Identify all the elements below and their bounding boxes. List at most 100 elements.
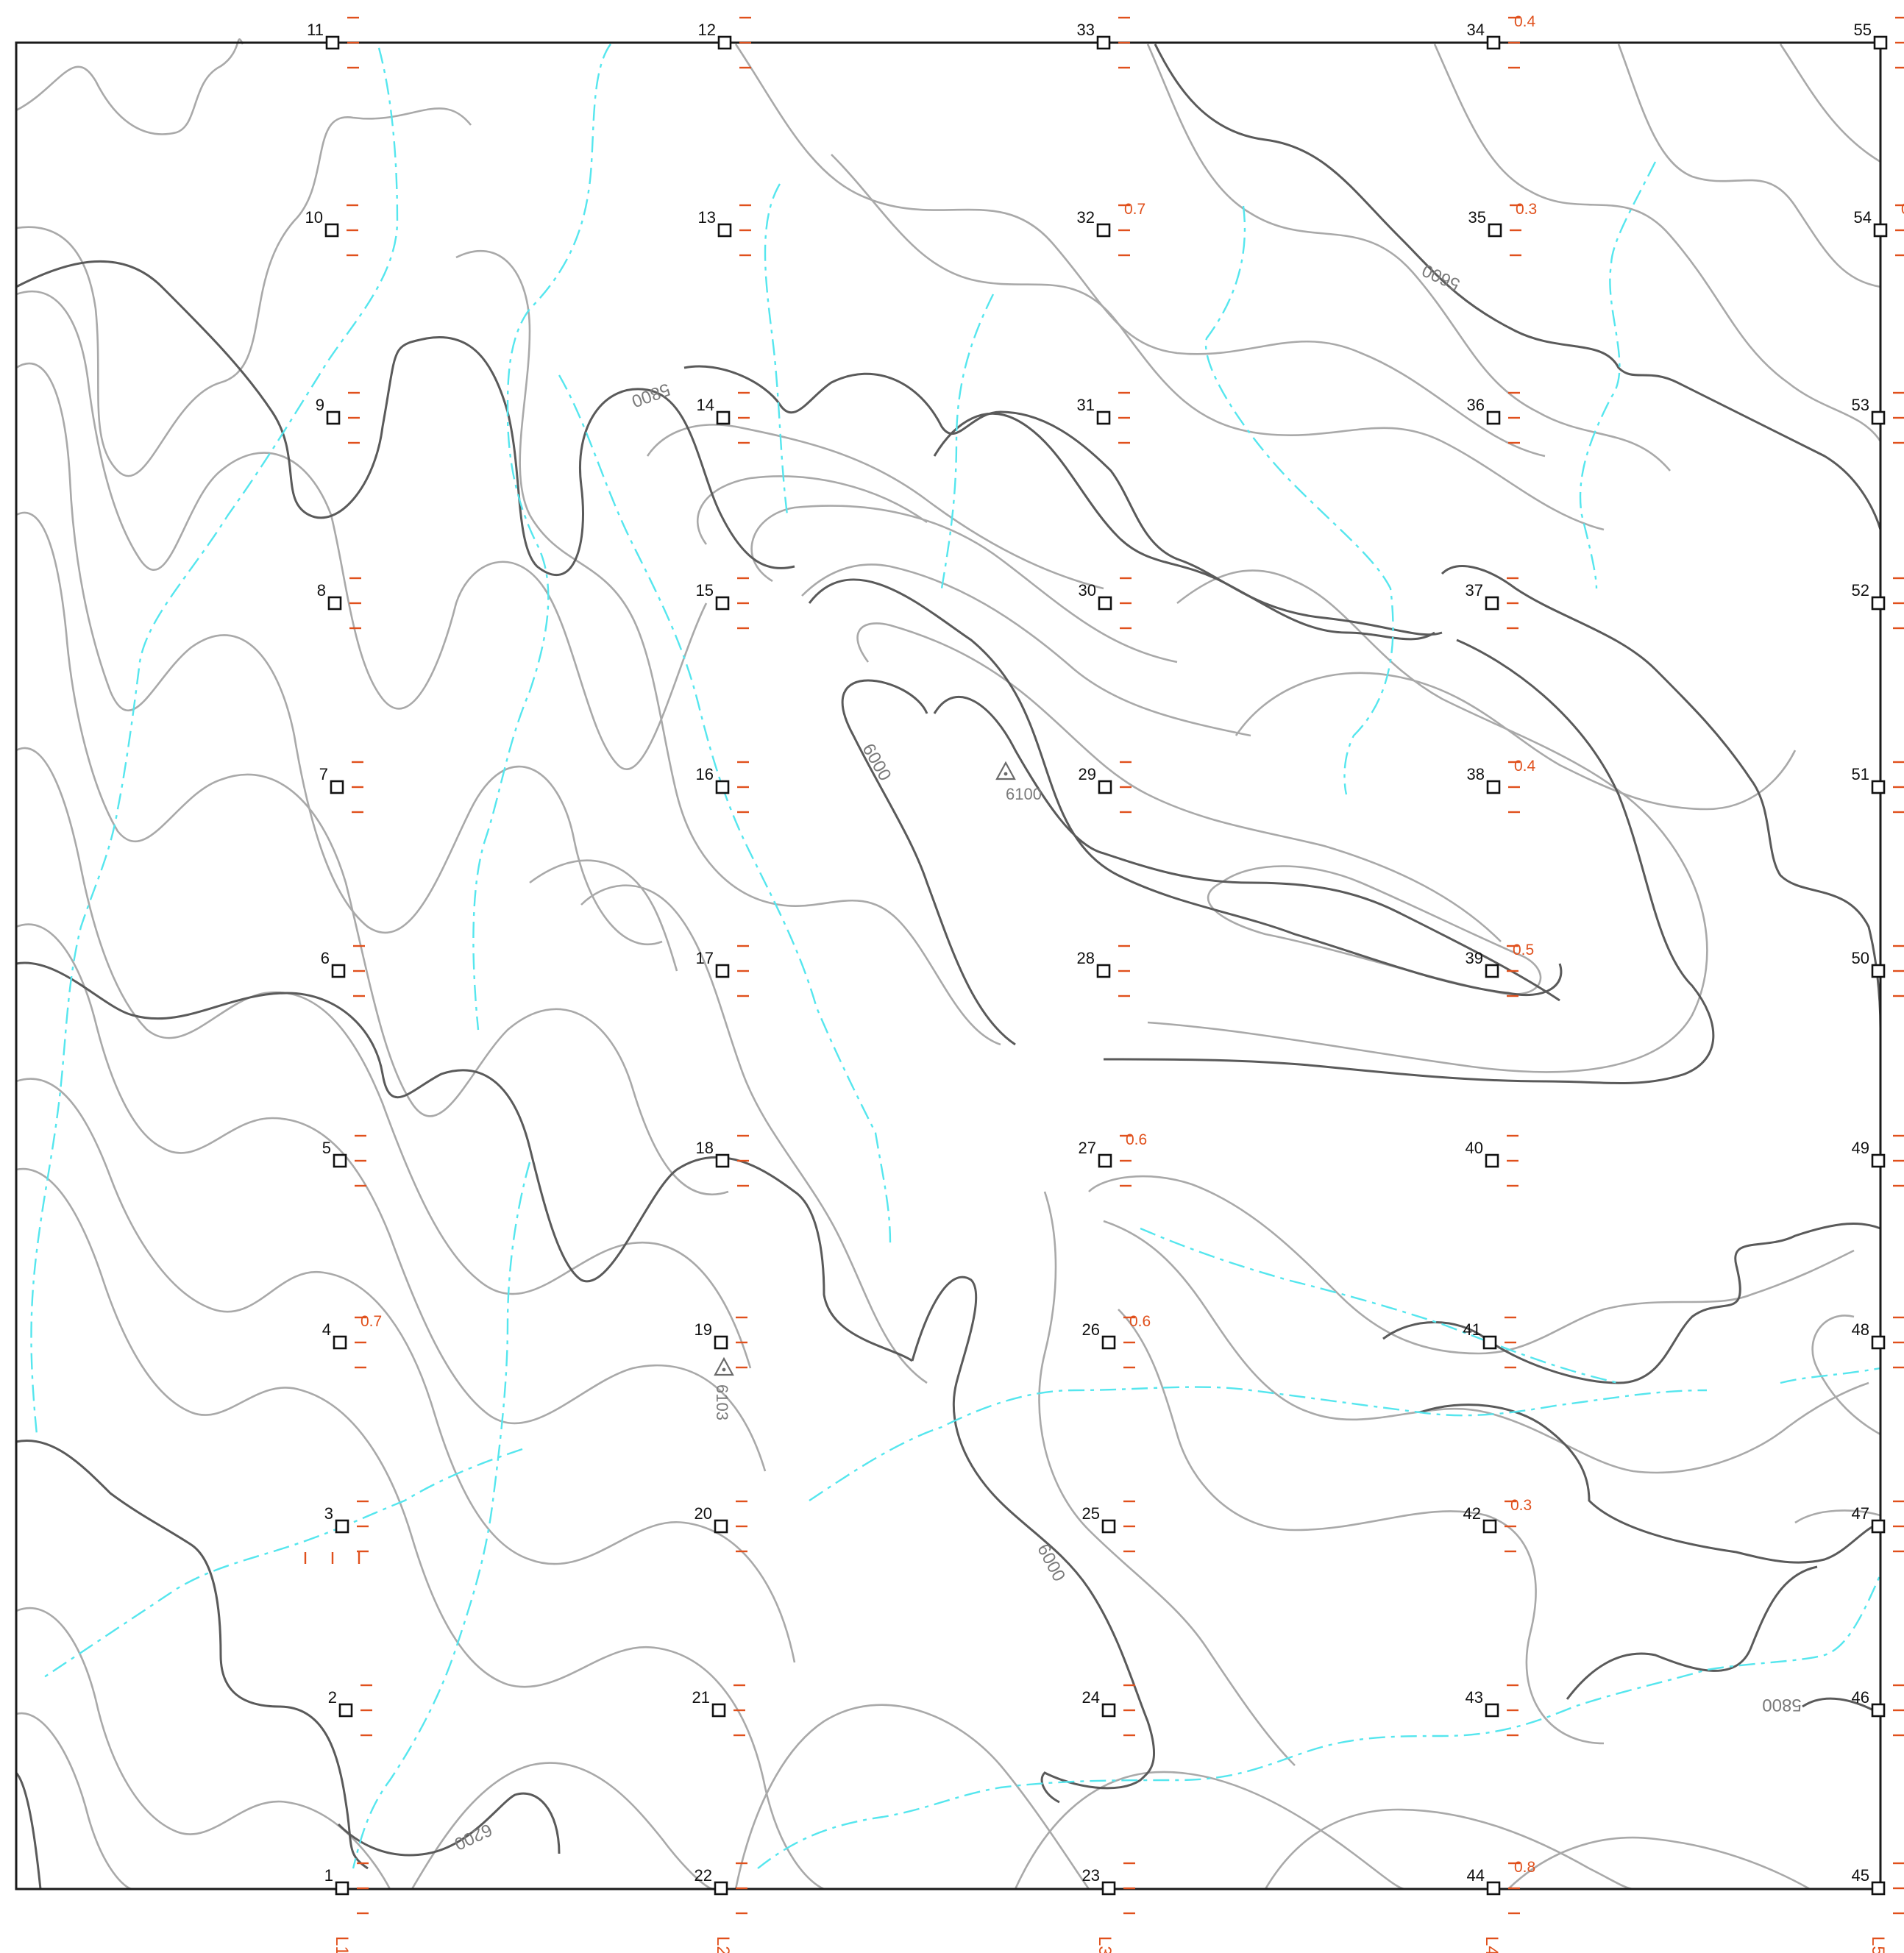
station-marker[interactable]	[714, 1335, 728, 1350]
survey-station[interactable]: 36	[1467, 391, 1520, 444]
station-marker[interactable]	[715, 1153, 730, 1168]
station-marker[interactable]	[338, 1703, 353, 1718]
station-marker[interactable]	[715, 596, 730, 611]
station-marker[interactable]	[1486, 780, 1501, 794]
station-marker[interactable]	[1871, 780, 1886, 794]
survey-station[interactable]: 2	[328, 1684, 372, 1737]
survey-station[interactable]: 31	[1077, 391, 1130, 444]
survey-station[interactable]: 8	[317, 577, 361, 630]
survey-station[interactable]: 29	[1079, 761, 1132, 814]
survey-station[interactable]: 54 0.	[1854, 201, 1904, 257]
station-marker[interactable]	[335, 1519, 349, 1534]
survey-station[interactable]: 51	[1852, 761, 1904, 814]
survey-station[interactable]: 37	[1466, 577, 1518, 630]
station-marker[interactable]	[716, 410, 731, 425]
station-marker[interactable]	[1486, 35, 1501, 50]
station-marker[interactable]	[324, 223, 339, 238]
station-marker[interactable]	[715, 780, 730, 794]
station-marker[interactable]	[1485, 1153, 1499, 1168]
station-marker[interactable]	[1485, 964, 1499, 978]
survey-station[interactable]: 6	[321, 945, 365, 997]
station-marker[interactable]	[1096, 964, 1111, 978]
survey-station[interactable]: 15	[696, 577, 749, 630]
station-marker[interactable]	[1098, 1153, 1112, 1168]
station-marker[interactable]	[1096, 410, 1111, 425]
survey-station[interactable]: 17	[696, 945, 749, 997]
station-marker[interactable]	[717, 223, 732, 238]
survey-station[interactable]: 50	[1852, 945, 1904, 997]
station-marker[interactable]	[1101, 1519, 1116, 1534]
station-marker[interactable]	[1486, 410, 1501, 425]
station-marker[interactable]	[1871, 596, 1886, 611]
survey-station[interactable]: 16	[696, 761, 749, 814]
station-marker[interactable]	[327, 596, 342, 611]
survey-station[interactable]: 14	[697, 391, 750, 444]
survey-station[interactable]: 46	[1852, 1684, 1904, 1737]
station-marker[interactable]	[715, 964, 730, 978]
survey-station[interactable]: 55	[1854, 16, 1904, 69]
survey-station[interactable]: 7	[319, 761, 363, 814]
station-marker[interactable]	[1485, 596, 1499, 611]
survey-station[interactable]: 24	[1082, 1684, 1135, 1737]
survey-station[interactable]: 49	[1852, 1134, 1904, 1187]
survey-station[interactable]: 18	[696, 1134, 749, 1187]
station-marker[interactable]	[335, 1881, 349, 1896]
survey-station[interactable]: 47	[1852, 1500, 1904, 1553]
station-marker[interactable]	[1098, 780, 1112, 794]
station-marker[interactable]	[717, 35, 732, 50]
survey-station[interactable]: 19	[695, 1316, 747, 1369]
station-marker[interactable]	[714, 1881, 728, 1896]
survey-station[interactable]: 44 0.8	[1467, 1859, 1536, 1915]
station-marker[interactable]	[325, 35, 340, 50]
survey-station[interactable]: 42 0.3	[1463, 1497, 1532, 1553]
station-marker[interactable]	[1871, 1703, 1886, 1718]
station-marker[interactable]	[1486, 1881, 1501, 1896]
station-marker[interactable]	[1873, 35, 1888, 50]
station-marker[interactable]	[1871, 1335, 1886, 1350]
survey-station[interactable]: 9	[316, 391, 360, 444]
survey-station[interactable]: 13	[698, 204, 751, 257]
survey-station[interactable]: 30	[1079, 577, 1132, 630]
station-marker[interactable]	[1101, 1881, 1116, 1896]
station-marker[interactable]	[1871, 1519, 1886, 1534]
survey-station[interactable]: 39 0.5	[1466, 942, 1535, 997]
station-marker[interactable]	[1482, 1519, 1497, 1534]
station-marker[interactable]	[326, 410, 341, 425]
survey-station[interactable]: 40	[1466, 1134, 1518, 1187]
station-marker[interactable]	[1871, 964, 1886, 978]
survey-station[interactable]: 3	[324, 1500, 369, 1553]
station-marker[interactable]	[714, 1519, 728, 1534]
survey-station[interactable]: 35 0.3	[1468, 201, 1538, 257]
station-marker[interactable]	[1098, 596, 1112, 611]
survey-station[interactable]: 45	[1852, 1862, 1904, 1915]
station-marker[interactable]	[1482, 1335, 1497, 1350]
station-marker[interactable]	[333, 1335, 347, 1350]
survey-station[interactable]: 5	[322, 1134, 366, 1187]
station-marker[interactable]	[1488, 223, 1502, 238]
station-marker[interactable]	[331, 964, 346, 978]
survey-station[interactable]: 32 0.7	[1077, 201, 1146, 257]
survey-station[interactable]: 26 0.6	[1082, 1313, 1151, 1369]
station-marker[interactable]	[333, 1153, 347, 1168]
survey-station[interactable]: 10	[305, 204, 358, 257]
station-marker[interactable]	[1485, 1703, 1499, 1718]
station-marker[interactable]	[1096, 35, 1111, 50]
station-marker[interactable]	[1101, 1703, 1116, 1718]
station-marker[interactable]	[711, 1703, 726, 1718]
station-marker[interactable]	[1871, 1881, 1886, 1896]
survey-station[interactable]: 48	[1852, 1316, 1904, 1369]
survey-station[interactable]: 23	[1082, 1862, 1135, 1915]
survey-station[interactable]: 33	[1077, 16, 1130, 69]
survey-station[interactable]: 27 0.6	[1079, 1131, 1148, 1187]
survey-station[interactable]: 52	[1852, 577, 1904, 630]
survey-station[interactable]: 34 0.4	[1467, 13, 1536, 69]
survey-station[interactable]: 41	[1463, 1316, 1516, 1369]
survey-station[interactable]: 12	[698, 16, 751, 69]
survey-station[interactable]: 43	[1466, 1684, 1518, 1737]
station-marker[interactable]	[1096, 223, 1111, 238]
survey-station[interactable]: 4 0.7	[322, 1313, 382, 1369]
survey-station[interactable]: 11	[307, 16, 359, 69]
station-marker[interactable]	[1871, 1153, 1886, 1168]
survey-station[interactable]: 28	[1077, 945, 1130, 997]
survey-station[interactable]: 22	[695, 1862, 747, 1915]
